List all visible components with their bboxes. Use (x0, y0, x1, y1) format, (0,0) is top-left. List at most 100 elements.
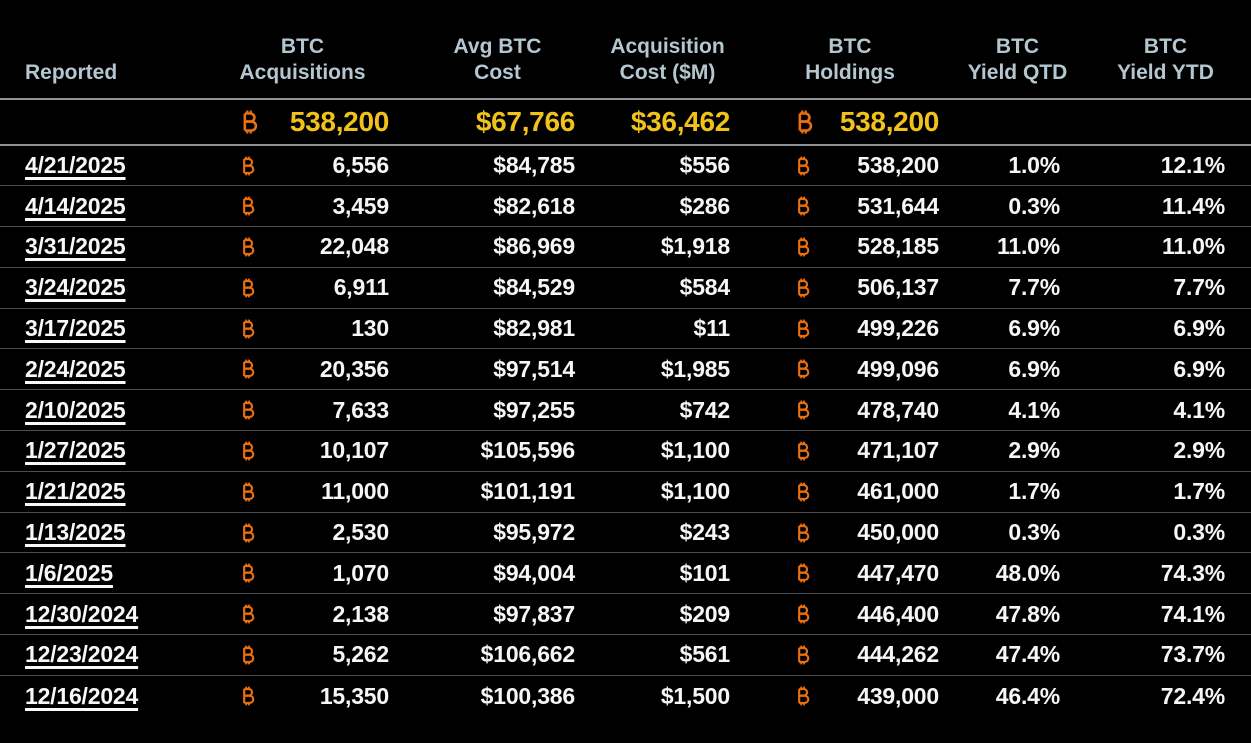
yield-ytd-value: 1.7% (1080, 471, 1251, 513)
bitcoin-icon (796, 237, 810, 257)
avg-btc-cost-value: $94,004 (405, 552, 590, 595)
report-date-link[interactable]: 4/14/2025 (25, 192, 126, 219)
bitcoin-icon (241, 604, 255, 624)
summary-btc-holdings: 538,200 (745, 99, 955, 146)
avg-btc-cost-value: $97,514 (405, 348, 590, 391)
bitcoin-icon (241, 645, 255, 665)
btc-holdings-cell: 499,226 (745, 308, 955, 350)
acquisition-cost-value: $101 (590, 552, 745, 595)
avg-btc-cost-value: $101,191 (405, 471, 590, 513)
acquisition-cost-value: $1,100 (590, 430, 745, 472)
reported-date-cell: 1/27/2025 (0, 430, 200, 472)
report-date-link[interactable]: 12/16/2024 (25, 682, 139, 709)
report-date-link[interactable]: 12/30/2024 (25, 600, 139, 627)
yield-qtd-value: 11.0% (955, 226, 1080, 268)
btc-acquisitions-value: 15,350 (319, 682, 389, 709)
bitcoin-icon (241, 523, 255, 543)
yield-ytd-value: 73.7% (1080, 634, 1251, 676)
btc-holdings-value: 506,137 (857, 274, 939, 301)
yield-ytd-value: 2.9% (1080, 430, 1251, 472)
acquisition-cost-value: $209 (590, 593, 745, 636)
bitcoin-icon (241, 482, 255, 502)
reported-date-cell: 2/10/2025 (0, 389, 200, 432)
reported-date-cell: 3/31/2025 (0, 226, 200, 268)
report-date-link[interactable]: 2/24/2025 (25, 355, 126, 382)
btc-holdings-cell: 478,740 (745, 389, 955, 432)
table-row: 1/21/2025 11,000 $101,191 $1,100 461,000… (0, 471, 1251, 513)
yield-ytd-value: 0.3% (1080, 512, 1251, 554)
btc-holdings-cell: 461,000 (745, 471, 955, 513)
summary-btc-holdings-value: 538,200 (839, 106, 939, 137)
table-row: 1/6/2025 1,070 $94,004 $101 447,470 48.0… (0, 552, 1251, 595)
btc-acquisitions-value: 7,633 (332, 396, 389, 423)
bitcoin-icon (241, 686, 255, 706)
yield-ytd-value: 11.4% (1080, 185, 1251, 228)
report-date-link[interactable]: 4/21/2025 (25, 152, 126, 179)
btc-acquisitions-cell: 22,048 (200, 226, 405, 268)
bitcoin-icon (796, 278, 810, 298)
btc-acquisitions-value: 3,459 (332, 192, 389, 219)
yield-ytd-value: 6.9% (1080, 308, 1251, 350)
bitcoin-icon (241, 319, 255, 339)
avg-btc-cost-value: $97,837 (405, 593, 590, 636)
btc-holdings-value: 499,096 (857, 355, 939, 382)
acquisition-cost-value: $1,918 (590, 226, 745, 268)
yield-ytd-value: 74.3% (1080, 552, 1251, 595)
table-row: 1/13/2025 2,530 $95,972 $243 450,000 0.3… (0, 512, 1251, 554)
btc-holdings-cell: 499,096 (745, 348, 955, 391)
report-date-link[interactable]: 1/27/2025 (25, 437, 126, 464)
report-date-link[interactable]: 2/10/2025 (25, 396, 126, 423)
bitcoin-icon (241, 278, 255, 298)
btc-acquisitions-cell: 6,556 (200, 145, 405, 187)
report-date-link[interactable]: 3/31/2025 (25, 233, 126, 260)
yield-ytd-value: 72.4% (1160, 682, 1225, 709)
btc-acquisitions-cell: 2,138 (200, 593, 405, 636)
btc-holdings-value: 528,185 (857, 233, 939, 260)
btc-holdings-value: 478,740 (857, 396, 939, 423)
yield-ytd-value: 6.9% (1080, 348, 1251, 391)
btc-acquisitions-value: 10,107 (319, 437, 389, 464)
bitcoin-icon (241, 237, 255, 257)
acquisition-cost-value: $584 (590, 267, 745, 309)
bitcoin-icon (241, 400, 255, 420)
acquisition-cost-value: $286 (590, 185, 745, 228)
table-row: 1/27/2025 10,107 $105,596 $1,100 471,107… (0, 430, 1251, 472)
avg-btc-cost-value: $100,386 (480, 682, 576, 709)
bitcoin-icon (796, 686, 810, 706)
avg-btc-cost-value: $82,981 (405, 308, 590, 350)
btc-acquisitions-value: 5,262 (332, 641, 389, 668)
avg-btc-cost-value: $97,255 (405, 389, 590, 432)
yield-qtd-value: 4.1% (955, 389, 1080, 432)
btc-acquisitions-cell: 7,633 (200, 389, 405, 432)
summary-avg-btc-cost: $67,766 (405, 99, 590, 146)
acquisition-cost-value: $1,500 (660, 682, 730, 709)
report-date-link[interactable]: 1/6/2025 (25, 559, 113, 586)
reported-date-cell: 1/6/2025 (0, 552, 200, 595)
btc-acquisitions-cell: 20,356 (200, 348, 405, 391)
bitcoin-icon (796, 441, 810, 461)
report-date-link[interactable]: 12/23/2024 (25, 641, 139, 668)
yield-qtd-value: 0.3% (955, 512, 1080, 554)
bitcoin-icon (796, 400, 810, 420)
report-date-link[interactable]: 3/17/2025 (25, 315, 126, 342)
report-date-link[interactable]: 1/21/2025 (25, 478, 126, 505)
btc-holdings-cell: 444,262 (745, 634, 955, 676)
yield-qtd-value: 7.7% (955, 267, 1080, 309)
column-header-btc-holdings: BTC Holdings (745, 0, 955, 100)
btc-acquisitions-value: 2,530 (332, 519, 389, 546)
report-date-link[interactable]: 3/24/2025 (25, 274, 126, 301)
report-date-link[interactable]: 1/13/2025 (25, 519, 126, 546)
btc-acquisitions-cell: 1,070 (200, 552, 405, 595)
btc-acquisitions-cell: 2,530 (200, 512, 405, 554)
reported-date-cell: 12/16/2024 (0, 675, 200, 716)
reported-date-cell: 3/24/2025 (0, 267, 200, 309)
column-header-acquisition-cost: Acquisition Cost ($M) (590, 0, 745, 100)
yield-ytd-value: 4.1% (1080, 389, 1251, 432)
btc-purchases-table: Reported BTC Acquisitions Avg BTC Cost A… (0, 0, 1251, 716)
bitcoin-icon (241, 441, 255, 461)
acquisition-cost-value: $1,985 (590, 348, 745, 391)
btc-holdings-value: 499,226 (857, 315, 939, 342)
reported-date-cell: 1/21/2025 (0, 471, 200, 513)
column-header-yield-qtd: BTC Yield QTD (955, 0, 1080, 100)
btc-acquisitions-cell: 3,459 (200, 185, 405, 228)
